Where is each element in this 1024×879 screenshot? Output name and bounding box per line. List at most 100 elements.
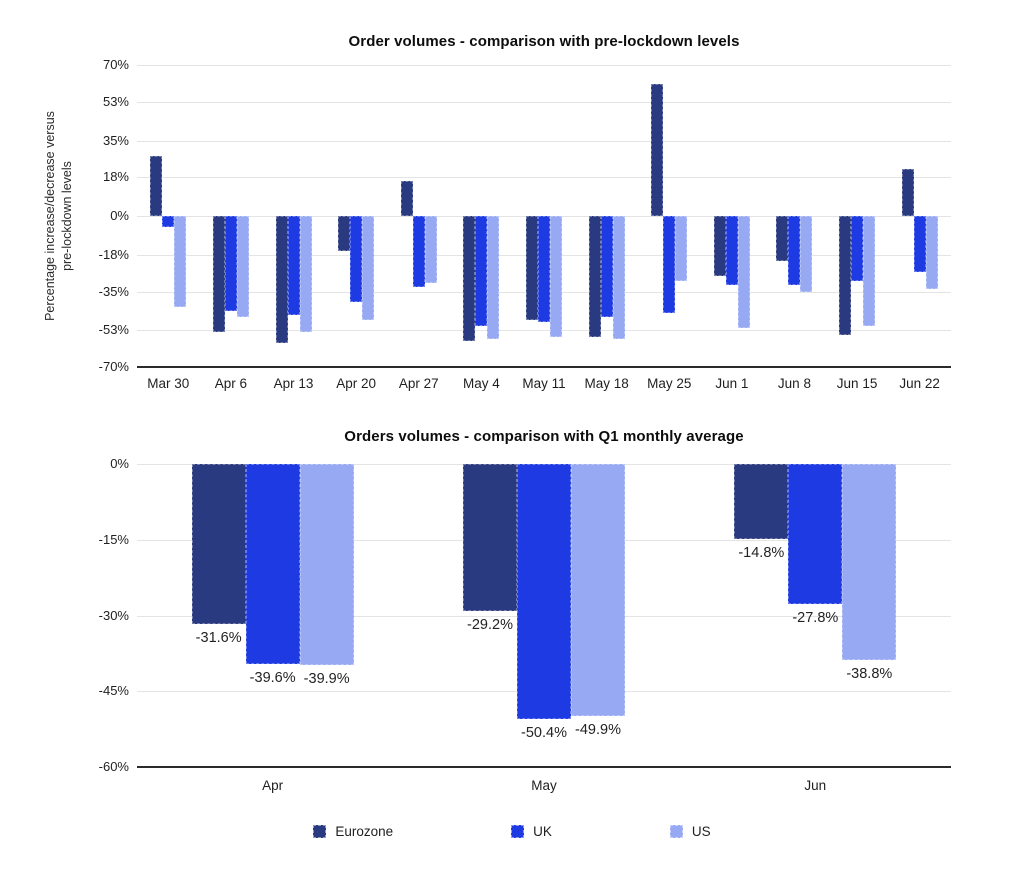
chart1-plot-area [137,65,951,368]
legend-item-us: US [669,823,711,839]
x-tick-label: May [531,778,557,793]
x-tick-label: May 4 [462,376,500,391]
bar-eurozone [588,216,601,337]
bar-us [925,216,938,290]
bar-uk [538,216,550,322]
bar-uk [725,216,738,286]
bar-value-label: -38.8% [846,665,893,682]
y-tick-label: -15% [98,531,129,547]
y-tick-label: 70% [102,57,129,72]
bar-eurozone [713,216,726,277]
bar-value-label: -50.4% [521,724,567,741]
bar-us [863,216,876,326]
x-axis-line [137,366,951,368]
bar-uk [162,216,175,227]
x-tick-label: Apr 13 [273,376,314,391]
bar-value-label: -27.8% [792,610,839,627]
bar-eurozone [776,216,789,262]
y-tick-label: 18% [102,169,129,185]
x-tick-label: Apr [262,778,284,793]
bar-eurozone [463,216,476,342]
bar-us [487,216,500,339]
bar-eurozone [734,464,789,539]
bar-us [424,216,437,283]
legend-label-us: US [691,823,711,839]
grid-line [137,65,951,66]
bar-eurozone [212,216,225,333]
bar-us [842,464,897,660]
bar-uk [350,216,363,303]
bar-us [299,216,312,333]
legend-label-eurozone: Eurozone [335,823,394,839]
bar-us [612,216,625,339]
x-tick-label: Jun [804,778,827,793]
y-tick-label: 35% [102,132,129,148]
bar-value-label: -49.9% [575,721,621,738]
bar-eurozone [839,216,852,335]
bar-eurozone [150,155,163,216]
chart2-plot-area [137,464,951,768]
y-tick-label: -60% [98,759,129,774]
bar-uk [788,464,843,605]
bar-us [571,464,625,716]
bar-uk [600,216,613,318]
bar-eurozone [191,464,246,624]
chart2-title: Orders volumes - comparison with Q1 mont… [344,428,744,445]
y-tick-label: -53% [98,322,129,338]
bar-value-label: -39.6% [249,669,296,686]
y-tick-label: 0% [110,456,129,471]
bar-uk [788,216,801,286]
bar-us [550,216,562,337]
x-tick-label: Jun 1 [715,376,749,391]
legend-label-uk: UK [533,823,552,839]
bar-uk [287,216,300,316]
bar-uk [224,216,237,311]
bar-uk [475,216,488,326]
bar-eurozone [463,464,517,612]
legend-swatch-eurozone [313,824,327,838]
y-tick-label: 0% [110,208,129,223]
x-tick-label: May 25 [647,376,692,391]
bar-uk [851,216,864,281]
y-tick-label: -45% [98,683,129,699]
bar-us [737,216,750,329]
legend: Eurozone UK US [0,818,1024,844]
bar-eurozone [651,84,664,216]
legend-item-eurozone: Eurozone [313,824,393,839]
bar-eurozone [338,216,351,251]
legend-swatch-uk [511,824,525,838]
bar-eurozone [526,216,538,320]
bar-value-label: -14.8% [738,544,785,561]
bar-us [362,216,375,320]
grid-line [137,330,951,332]
y-tick-label: -18% [98,246,129,262]
x-tick-label: Jun 15 [836,376,878,391]
chart1-title: Order volumes - comparison with pre-lock… [348,33,740,50]
legend-item-uk: UK [511,824,552,839]
grid-line [137,140,951,142]
bar-eurozone [901,168,914,216]
bar-us [800,216,813,292]
bar-uk [245,464,300,664]
y-tick-label: -35% [98,283,129,299]
x-tick-label: Mar 30 [147,376,190,391]
x-tick-label: Apr 6 [214,376,248,391]
y-tick-label: 53% [102,93,129,109]
x-tick-label: Apr 27 [398,376,439,391]
bar-us [174,216,187,307]
x-tick-label: Apr 20 [336,376,377,391]
bar-us [236,216,249,318]
y-tick-label: -70% [98,359,129,374]
x-tick-label: May 18 [584,376,629,391]
bar-us [675,216,688,281]
bar-value-label: -39.9% [303,671,350,688]
bar-uk [412,216,425,288]
bar-uk [517,464,571,719]
bar-eurozone [275,216,288,344]
grid-line [137,177,951,179]
bar-value-label: -31.6% [195,629,242,646]
bar-value-label: -29.2% [467,617,513,634]
bar-us [299,464,354,666]
bar-eurozone [400,181,413,216]
